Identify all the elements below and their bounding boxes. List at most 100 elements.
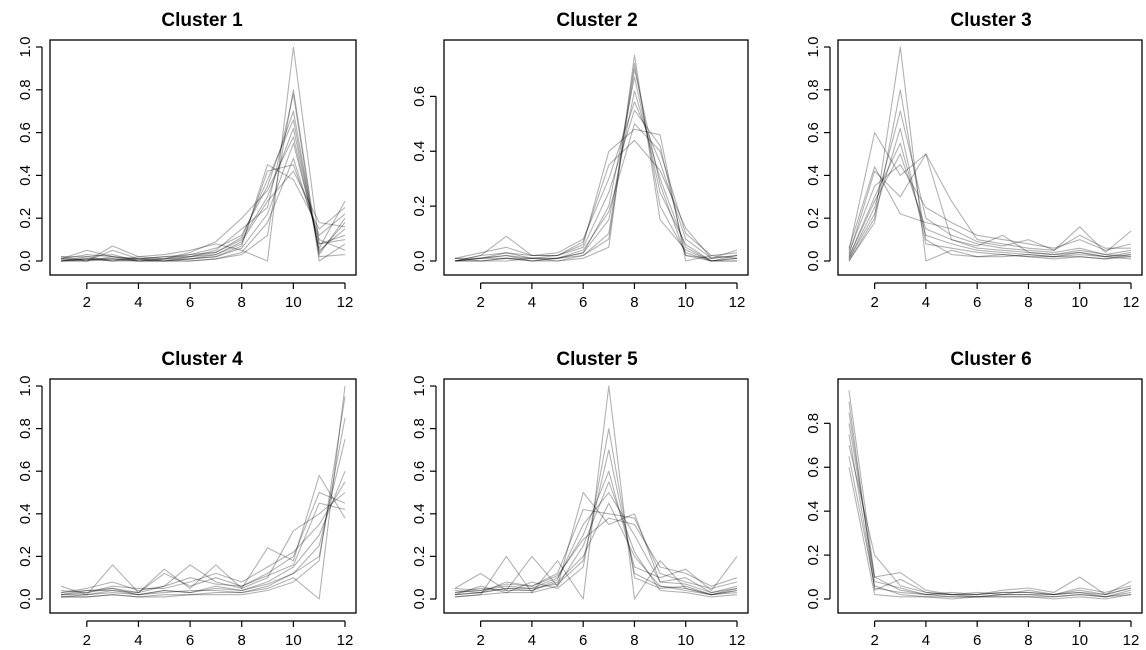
y-tick-label: 0.6 xyxy=(411,461,428,482)
x-tick-label: 6 xyxy=(579,294,587,311)
y-tick-label: 0.0 xyxy=(805,251,822,272)
x-tick-label: 4 xyxy=(922,294,930,311)
series-line xyxy=(60,491,346,596)
series-line xyxy=(454,128,738,262)
x-tick-label: 2 xyxy=(870,294,878,311)
series-line xyxy=(454,101,738,259)
series-line xyxy=(848,412,1132,596)
x-tick-label: 2 xyxy=(83,294,91,311)
y-tick-label: 0.2 xyxy=(411,546,428,567)
series-line xyxy=(61,396,346,598)
y-tick-label: 0.4 xyxy=(17,503,34,524)
x-tick-label: 8 xyxy=(1024,632,1032,649)
series-line xyxy=(454,449,738,596)
x-tick-label: 4 xyxy=(134,632,142,649)
series-line xyxy=(848,401,1132,596)
series-line xyxy=(454,508,738,594)
x-tick-label: 10 xyxy=(1071,294,1088,311)
y-tick-label: 0.2 xyxy=(17,546,34,567)
x-tick-label: 6 xyxy=(579,632,587,649)
panel-5: 2 4 6 8 10 12 0.0 0.2 0.4 0.6 0.8 1.0 xyxy=(411,376,749,649)
series-line xyxy=(60,502,346,594)
x-tick-label: 10 xyxy=(285,294,302,311)
y-tick-label: 0.6 xyxy=(17,122,34,143)
series-line xyxy=(454,470,738,594)
x-tick-label: 10 xyxy=(677,632,694,649)
x-tick-label: 4 xyxy=(528,294,536,311)
series-line xyxy=(454,502,738,596)
panel-title-cluster-3: Cluster 3 xyxy=(950,10,1031,31)
x-tick-label: 6 xyxy=(973,632,981,649)
series-line xyxy=(848,390,1132,596)
series-line xyxy=(60,119,346,262)
panels-layer: 2 4 6 8 10 12 0.0 0.2 0.4 0.6 0.8 1.0 2 4 6 8 10 12 0.0 0.2… xyxy=(17,37,1143,649)
series-line xyxy=(61,385,346,600)
x-tick-label: 8 xyxy=(238,632,246,649)
series-line xyxy=(454,491,738,594)
series-line xyxy=(61,164,346,262)
series-line xyxy=(848,434,1132,598)
series-line xyxy=(60,127,346,262)
series-line xyxy=(455,68,738,262)
x-tick-label: 6 xyxy=(186,294,194,311)
x-tick-label: 8 xyxy=(1024,294,1032,311)
series-line xyxy=(848,445,1132,598)
x-tick-label: 8 xyxy=(630,632,638,649)
y-tick-label: 0.6 xyxy=(411,86,428,107)
panel-title-cluster-2: Cluster 2 xyxy=(556,10,637,31)
y-tick-label: 0.0 xyxy=(805,589,822,610)
series-line xyxy=(454,385,738,600)
series-line xyxy=(848,456,1132,598)
series-line xyxy=(60,170,346,260)
panel-6: 2 4 6 8 10 12 0.0 0.2 0.4 0.6 0.8 xyxy=(805,378,1143,649)
series-line xyxy=(848,166,1131,251)
y-tick-label: 0.4 xyxy=(411,141,428,162)
series-line xyxy=(60,142,346,262)
x-tick-label: 8 xyxy=(238,294,246,311)
series-line xyxy=(60,474,346,594)
series-line xyxy=(60,110,346,262)
panel-title-cluster-4: Cluster 4 xyxy=(161,349,243,370)
y-tick-label: 0.8 xyxy=(17,418,34,439)
x-tick-label: 10 xyxy=(1071,632,1088,649)
y-tick-label: 0.2 xyxy=(411,196,428,217)
series-line xyxy=(848,132,1132,258)
series-line xyxy=(455,123,738,262)
y-tick-label: 1.0 xyxy=(411,376,428,397)
series-line xyxy=(848,423,1132,596)
y-tick-label: 0.8 xyxy=(17,79,34,100)
x-tick-label: 6 xyxy=(186,632,194,649)
series-line xyxy=(61,417,346,596)
series-line xyxy=(454,517,738,592)
y-tick-label: 0.4 xyxy=(17,165,34,186)
series-line xyxy=(60,470,346,596)
y-tick-label: 0.8 xyxy=(805,79,822,100)
y-tick-label: 0.2 xyxy=(17,208,34,229)
x-tick-label: 2 xyxy=(870,632,878,649)
series-line xyxy=(848,153,1132,258)
series-line xyxy=(61,46,346,262)
y-tick-label: 0.8 xyxy=(411,418,428,439)
x-tick-label: 4 xyxy=(134,294,142,311)
series-line xyxy=(454,62,737,262)
series-line xyxy=(454,481,738,598)
x-tick-label: 8 xyxy=(630,294,638,311)
y-tick-label: 0.6 xyxy=(805,122,822,143)
plot-frame xyxy=(837,378,1143,614)
series-line xyxy=(454,428,738,596)
panel-title-cluster-6: Cluster 6 xyxy=(950,349,1031,370)
y-tick-label: 0.2 xyxy=(805,208,822,229)
series-line xyxy=(454,109,738,262)
plot-frame xyxy=(837,39,1143,276)
y-tick-label: 0.4 xyxy=(411,503,428,524)
plot-frame xyxy=(443,378,749,614)
x-tick-label: 12 xyxy=(337,294,354,311)
series-line xyxy=(848,89,1132,262)
panel-2: 2 4 6 8 10 12 0.0 0.2 0.4 0.6 xyxy=(411,39,749,311)
plot-frame xyxy=(49,39,357,276)
x-tick-label: 10 xyxy=(677,294,694,311)
x-tick-label: 12 xyxy=(1123,632,1140,649)
y-tick-label: 0.0 xyxy=(411,251,428,272)
